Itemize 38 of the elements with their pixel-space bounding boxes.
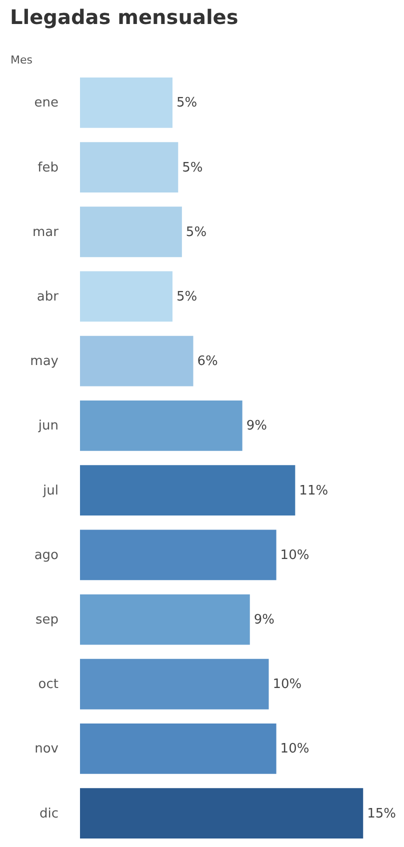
data-label: 10% [272,677,302,692]
data-label: 15% [367,806,396,822]
y-tick-label: nov [34,742,59,757]
y-tick-label: ene [34,96,58,111]
chart-title: Llegadas mensuales [10,5,238,29]
data-label: 5% [186,224,207,240]
bar [80,530,276,580]
bar [80,658,269,710]
y-tick-label: may [30,354,59,370]
bar [80,594,250,645]
y-tick-label: oct [38,677,58,692]
bar [80,206,182,258]
y-tick-label: feb [38,160,58,176]
data-label: 5% [176,289,198,304]
y-tick-label: jun [37,418,58,434]
data-label: 11% [299,483,328,498]
bar [80,400,242,451]
data-label: 6% [197,354,218,370]
data-label: 9% [254,612,274,628]
data-label: 9% [246,418,267,434]
y-tick-label: jul [42,483,58,498]
y-tick-label: ago [34,548,59,563]
bar [80,142,178,192]
y-tick-label: sep [35,612,58,628]
data-label: 10% [280,548,310,563]
data-label: 5% [176,96,198,111]
y-tick-label: dic [39,806,58,822]
data-label: 5% [182,160,203,176]
y-axis-title: Mes [10,54,33,66]
data-label: 10% [280,742,310,757]
bar [80,336,194,386]
y-tick-label: mar [32,224,60,240]
bar [80,77,172,128]
bar [80,465,296,516]
bar [80,271,172,322]
y-tick-label: abr [36,289,60,304]
bar [80,788,364,839]
bar [80,724,276,774]
